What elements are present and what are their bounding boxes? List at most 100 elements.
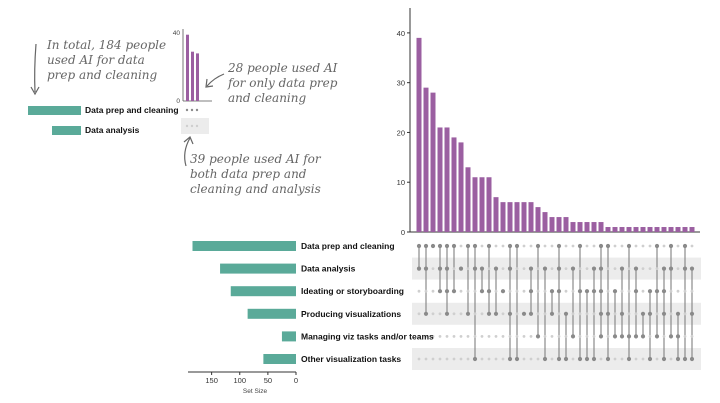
matrix-dot-inactive xyxy=(613,244,617,248)
matrix-dot-inactive xyxy=(648,244,652,248)
intersection-bar xyxy=(626,227,632,232)
matrix-dot-inactive xyxy=(431,267,435,270)
matrix-dot-active xyxy=(626,243,632,249)
matrix-dot-inactive xyxy=(522,244,526,248)
inset-matrix-dot xyxy=(190,108,194,112)
matrix-dot-active xyxy=(591,266,597,271)
matrix-dot-inactive xyxy=(634,244,638,248)
matrix-dot-active xyxy=(444,311,450,316)
matrix-dot-active xyxy=(472,243,478,249)
matrix-dot-inactive xyxy=(417,335,421,338)
matrix-dot-inactive xyxy=(508,335,512,338)
matrix-dot-active xyxy=(556,289,562,294)
set-size-tick-label: 150 xyxy=(205,376,218,385)
matrix-dot-active xyxy=(528,289,534,294)
matrix-dot-inactive xyxy=(459,335,463,338)
matrix-dot-active xyxy=(423,311,429,316)
set-size-axis-title: Set Size xyxy=(243,388,268,395)
matrix-dot-inactive xyxy=(690,244,694,248)
matrix-dot-active xyxy=(493,311,499,316)
matrix-dot-inactive xyxy=(578,267,582,270)
intersection-bar xyxy=(640,227,646,232)
matrix-dot-active xyxy=(549,311,555,316)
matrix-dot-inactive xyxy=(690,335,694,338)
matrix-dot-inactive xyxy=(620,244,624,248)
matrix-dot-inactive xyxy=(487,335,491,338)
matrix-dot-active xyxy=(577,356,583,362)
matrix-dot-inactive xyxy=(592,335,596,338)
matrix-dot-inactive xyxy=(620,357,624,361)
matrix-dot-inactive xyxy=(473,312,477,316)
matrix-dot-inactive xyxy=(501,244,505,248)
matrix-dot-inactive xyxy=(459,357,463,361)
matrix-dot-active xyxy=(626,334,632,339)
matrix-dot-active xyxy=(416,266,422,271)
matrix-dot-inactive xyxy=(452,335,456,338)
matrix-dot-inactive xyxy=(431,357,435,361)
annotation-both: cleaning and analysis xyxy=(190,182,321,196)
matrix-dot-active xyxy=(549,289,555,294)
matrix-dot-inactive xyxy=(662,335,666,338)
matrix-dot-inactive xyxy=(529,335,533,338)
matrix-dot-active xyxy=(556,356,562,362)
matrix-dot-active xyxy=(640,334,646,339)
annotation-arrow-only xyxy=(206,73,225,87)
matrix-dot-inactive xyxy=(571,312,575,316)
intersection-bar xyxy=(619,227,625,232)
matrix-dot-inactive xyxy=(431,289,435,293)
intersection-bar xyxy=(472,177,478,232)
inset-matrix-stripe xyxy=(181,118,209,134)
inset-set-bar xyxy=(28,106,81,115)
matrix-dot-active xyxy=(416,243,422,249)
matrix-dot-inactive xyxy=(606,289,610,293)
set-label: Data prep and cleaning xyxy=(301,241,395,251)
annotation-arrow-both xyxy=(184,137,191,167)
annotation-only: and cleaning xyxy=(228,91,306,105)
matrix-dot-inactive xyxy=(669,357,673,361)
matrix-dot-active xyxy=(598,311,604,316)
matrix-dot-inactive xyxy=(543,335,547,338)
matrix-dot-active xyxy=(598,266,604,271)
intersection-bar xyxy=(661,227,667,232)
matrix-dot-inactive xyxy=(480,244,484,248)
matrix-dot-active xyxy=(500,289,506,294)
matrix-dot-inactive xyxy=(557,335,561,338)
matrix-dot-inactive xyxy=(592,244,596,248)
matrix-dot-inactive xyxy=(417,289,421,293)
matrix-dot-active xyxy=(591,289,597,294)
inset-matrix-dot xyxy=(190,124,194,128)
matrix-dot-active xyxy=(444,243,450,249)
matrix-dot-active xyxy=(675,334,681,339)
matrix-dot-active xyxy=(605,311,611,316)
matrix-dot-inactive xyxy=(613,312,617,316)
matrix-dot-active xyxy=(675,356,681,362)
matrix-dot-active xyxy=(591,356,597,362)
matrix-dot-inactive xyxy=(494,289,498,293)
set-label: Producing visualizations xyxy=(301,309,401,319)
matrix-dot-active xyxy=(633,266,639,271)
matrix-dot-inactive xyxy=(522,357,526,361)
set-label: Ideating or storyboarding xyxy=(301,286,404,296)
intersection-bar xyxy=(465,167,471,232)
matrix-dot-inactive xyxy=(683,312,687,316)
matrix-dot-inactive xyxy=(473,289,477,293)
matrix-dot-active xyxy=(486,311,492,316)
set-size-tick-label: 50 xyxy=(264,376,272,385)
matrix-dot-active xyxy=(640,311,646,316)
matrix-dot-inactive xyxy=(438,312,442,316)
matrix-dot-inactive xyxy=(494,357,498,361)
matrix-dot-active xyxy=(570,334,576,339)
set-size-bar xyxy=(192,241,296,251)
matrix-dot-active xyxy=(437,266,443,271)
set-size-bar xyxy=(281,331,296,342)
matrix-dot-inactive xyxy=(641,244,645,248)
matrix-dot-inactive xyxy=(620,289,624,293)
annotation-arrow-total xyxy=(34,43,37,93)
y-tick-label: 40 xyxy=(397,29,405,38)
matrix-dot-inactive xyxy=(585,244,589,248)
intersection-bar xyxy=(444,127,450,232)
matrix-dot-active xyxy=(647,356,653,362)
matrix-dot-active xyxy=(556,243,562,249)
intersection-bar xyxy=(493,197,499,232)
